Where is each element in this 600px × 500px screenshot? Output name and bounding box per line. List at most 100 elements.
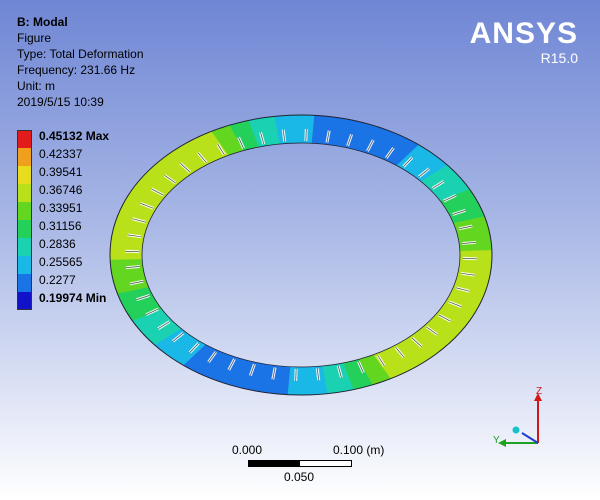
- ring-segment: [110, 255, 301, 273]
- legend-swatch: [17, 274, 32, 292]
- ring-segment: [110, 254, 301, 261]
- legend-label: 0.2836: [39, 237, 76, 251]
- slot-edge: [426, 326, 438, 335]
- legend-swatch: [17, 130, 32, 148]
- ring-segment: [301, 249, 492, 256]
- slot-edge: [132, 218, 146, 223]
- ring-segment: [301, 255, 341, 395]
- slot-edge: [326, 130, 330, 143]
- stator-slots: [125, 129, 477, 381]
- legend-label: 0.19974 Min: [39, 291, 107, 305]
- ring-segment: [110, 248, 301, 255]
- legend-label: 0.39541: [39, 165, 83, 179]
- slot-edge: [377, 355, 385, 367]
- ring-segment: [284, 255, 301, 395]
- ring-segment: [301, 255, 492, 291]
- slot-edge: [125, 266, 140, 268]
- slot-edge: [403, 157, 413, 167]
- ring-segment: [301, 115, 342, 255]
- legend-swatch: [17, 202, 32, 220]
- info-type: Type: Total Deformation: [17, 47, 144, 61]
- legend-label: 0.25565: [39, 255, 83, 269]
- ring-segment: [277, 115, 301, 255]
- legend-swatch: [17, 220, 32, 238]
- ring-segment: [301, 231, 492, 255]
- slot-edge: [217, 143, 225, 155]
- slot-edge: [317, 368, 320, 381]
- legend-swatch: [17, 184, 32, 202]
- ring-segment: [276, 255, 301, 395]
- slot-edge: [456, 287, 470, 292]
- slot-edge: [395, 347, 405, 358]
- slot-edge: [458, 225, 473, 230]
- info-panel: B: Modal Figure Type: Total Deformation …: [17, 14, 144, 110]
- slot-edge: [438, 314, 451, 322]
- ring-segment: [110, 225, 301, 255]
- ring-segment: [293, 115, 302, 255]
- coordinate-triad[interactable]: Z Y: [480, 385, 560, 455]
- ring-segment: [253, 115, 301, 255]
- slot-edge: [129, 280, 144, 285]
- analysis-title: B: Modal: [17, 15, 68, 29]
- ring-segment: [301, 115, 318, 255]
- ring-segment: [110, 242, 301, 255]
- legend-swatch: [17, 238, 32, 256]
- slot-edge: [172, 332, 184, 342]
- ring-segment: [261, 115, 301, 255]
- slot-edge: [432, 181, 444, 189]
- slot-edge: [460, 272, 475, 276]
- ring-outer-edge: [109, 114, 493, 396]
- ring-segment: [301, 255, 325, 395]
- slot-edge: [228, 358, 235, 371]
- legend-label: 0.2277: [39, 273, 76, 287]
- ring-segment: [301, 255, 333, 395]
- z-axis-label: Z: [536, 386, 542, 397]
- ring-segment: [301, 255, 349, 395]
- slot-edge: [347, 134, 352, 146]
- ring-segment: [300, 255, 309, 395]
- slot-edge: [197, 152, 207, 163]
- slot-edge: [411, 337, 422, 347]
- legend-label: 0.33951: [39, 201, 83, 215]
- slot-edge: [418, 168, 430, 178]
- legend-swatch: [17, 256, 32, 274]
- legend-label: 0.31156: [39, 219, 82, 233]
- info-timestamp: 2019/5/15 10:39: [17, 95, 104, 109]
- slot-edge: [448, 301, 462, 307]
- slot-edge: [189, 343, 199, 353]
- slot-edge: [238, 137, 244, 149]
- ring-segment: [301, 220, 492, 255]
- legend-swatch: [17, 166, 32, 184]
- slot-edge: [151, 188, 164, 196]
- ansys-logo: ANSYS R15.0: [469, 17, 578, 67]
- brand-name: ANSYS: [469, 17, 578, 50]
- ring-segment: [301, 255, 492, 273]
- ring-segment: [301, 255, 492, 262]
- slot-edge: [127, 234, 142, 238]
- slot-edge: [136, 295, 150, 300]
- slot-edge: [282, 129, 285, 142]
- ring-segment: [110, 255, 301, 267]
- slot-edge: [358, 361, 364, 373]
- ring-segment: [301, 255, 317, 395]
- slot-edge: [145, 308, 159, 315]
- slot-edge: [260, 132, 265, 145]
- ring-segment: [110, 255, 301, 279]
- triad-origin-ball: [512, 426, 520, 434]
- y-axis-label: Y: [493, 435, 500, 446]
- legend-label: 0.42337: [39, 147, 83, 161]
- ring-segment: [301, 225, 492, 255]
- ring-contour-segments: [110, 115, 492, 395]
- ring-segment: [268, 255, 301, 395]
- slot-edge: [164, 175, 176, 184]
- legend-swatch: [17, 148, 32, 166]
- ring-segment: [301, 115, 310, 255]
- ring-segment: [301, 115, 350, 255]
- brand-version: R15.0: [540, 50, 578, 66]
- ring-segment: [292, 255, 301, 395]
- slot-edge: [462, 242, 477, 244]
- ring-segment: [301, 237, 492, 255]
- ring-segment: [301, 115, 334, 255]
- slot-edge: [443, 195, 457, 202]
